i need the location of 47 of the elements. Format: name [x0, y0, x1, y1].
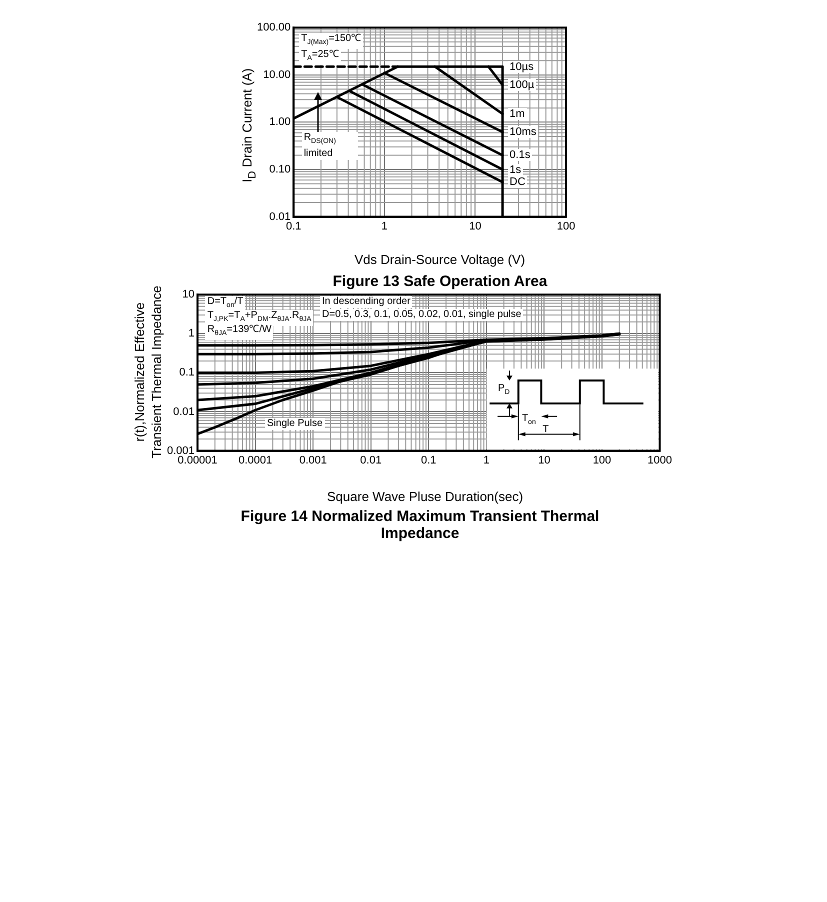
annotation: D=0.5, 0.3, 0.1, 0.05, 0.02, 0.01, single pulse	[320, 309, 524, 322]
y-tick-label: 0.01	[269, 210, 291, 223]
annotation: P$_{D}$	[496, 383, 511, 398]
text: Figure 14 Normalized Maximum Transient Thermal Impedance	[240, 508, 600, 542]
series-label: 10µs	[508, 60, 536, 73]
series-label: 100µ	[508, 79, 536, 92]
annotation: T$_{J(Max)}$=150℃	[299, 33, 364, 50]
y-tick-label: 0.01	[173, 406, 195, 418]
series-label: 1m	[508, 108, 527, 120]
annotation: D=T$_{on}$/T	[205, 296, 246, 312]
y-tick-label: 10	[182, 288, 195, 301]
annotation: T$_{on}$	[520, 413, 537, 428]
text: T$_{J,PK}$=T$_{A}$+P$_{DM}$.Z$_{θJA}$.R$_{θJA}$	[207, 310, 312, 324]
x-tick-label: 100	[592, 454, 612, 466]
x-tick-label: 10	[538, 454, 550, 466]
annotation: T	[542, 424, 550, 436]
x-tick-label: 0.0001	[238, 454, 272, 466]
annotation: Single Pulse	[265, 418, 325, 430]
y-tick-label: 1.00	[269, 116, 291, 128]
y-tick-label: 100.00	[256, 22, 291, 34]
x-tick-label: 0.1	[420, 454, 436, 466]
y-tick-label: 10.00	[263, 68, 291, 81]
x-tick-label: 100	[556, 220, 576, 232]
y-tick-label: 0.10	[269, 164, 291, 176]
x-tick-label: 0.01	[360, 454, 382, 466]
x-tick-label: 0.00001	[178, 454, 218, 466]
series-label: DC	[508, 176, 528, 188]
text: Figure 13 Safe Operation Area	[332, 273, 548, 290]
annotation: R$_{θJA}$=139℃/W	[205, 324, 274, 340]
x-tick-label: 1000	[648, 454, 672, 466]
series-label: 1s	[508, 164, 524, 176]
x-tick-label: 1	[381, 220, 388, 232]
y-tick-label: 0.1	[179, 366, 195, 379]
series-label: 10ms	[508, 126, 538, 138]
x-tick-label: 10	[469, 220, 482, 232]
annotation: R$_{DS(ON)}$ limited	[302, 132, 358, 160]
x-tick-label: 0.001	[299, 454, 327, 466]
x-tick-label: 1	[483, 454, 490, 466]
annotation: In descending order	[320, 296, 412, 308]
x-axis-title: Vds Drain-Source Voltage (V)	[354, 252, 526, 267]
annotation: T$_{A}$=25℃	[299, 49, 341, 66]
y-tick-label: 1	[188, 328, 195, 340]
x-axis-title: Square Wave Pluse Duration(sec)	[327, 489, 524, 504]
y-axis-title: r(t),Normalized Effective Transient Thermal Impedance	[131, 284, 165, 460]
x-tick-label: 0.1	[286, 220, 302, 232]
series-label: 0.1s	[508, 149, 532, 162]
y-tick-label: 0.001	[166, 444, 195, 457]
